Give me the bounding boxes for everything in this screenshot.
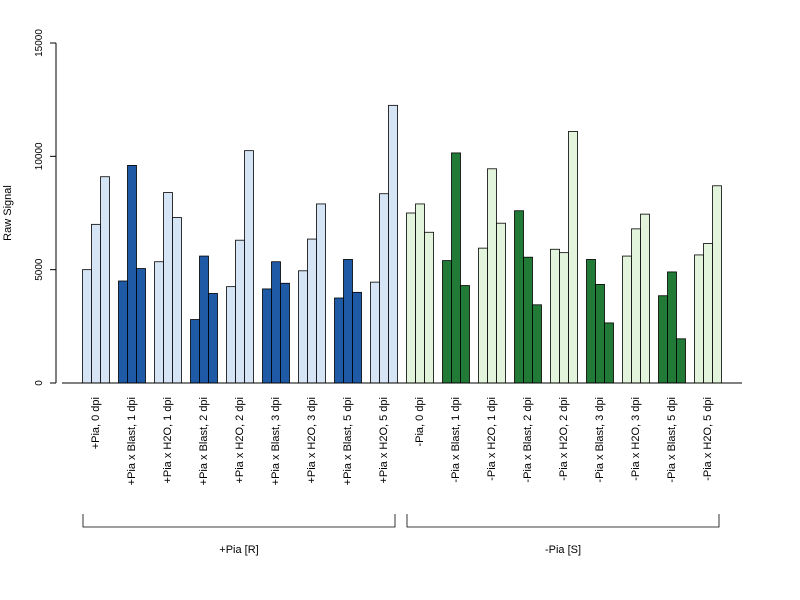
bar [703, 243, 713, 384]
bar [334, 297, 344, 384]
category-label: -Pia, 0 dpi [414, 397, 426, 447]
bar [676, 338, 686, 384]
category-label: -Pia x Blast, 2 dpi [522, 397, 534, 483]
bar [154, 261, 164, 384]
category-label: +Pia x H2O, 3 dpi [306, 397, 318, 484]
category-label: +Pia, 0 dpi [90, 397, 102, 449]
bar [532, 304, 542, 384]
group-bracket [406, 514, 720, 528]
category-label: +Pia x Blast, 5 dpi [342, 397, 354, 485]
bar [370, 281, 380, 384]
category-label: +Pia x H2O, 2 dpi [234, 397, 246, 484]
bar [478, 247, 488, 384]
bar [487, 168, 497, 384]
bar [199, 255, 209, 384]
bar [424, 231, 434, 384]
category-label: -Pia x Blast, 1 dpi [450, 397, 462, 483]
bar [388, 104, 398, 384]
category-label: -Pia x H2O, 5 dpi [702, 397, 714, 481]
bars [82, 104, 722, 384]
category-label: -Pia x Blast, 3 dpi [594, 397, 606, 483]
category-label: -Pia x Blast, 5 dpi [666, 397, 678, 483]
bar [100, 176, 110, 384]
bar [667, 271, 677, 384]
bar [226, 286, 236, 384]
bar [415, 203, 425, 384]
bar [235, 239, 245, 384]
bar [298, 270, 308, 384]
bar [622, 255, 632, 384]
bar [280, 282, 290, 384]
bar [127, 164, 137, 384]
group-bracket [82, 514, 396, 528]
group-label: -Pia [S] [545, 544, 581, 556]
bar [208, 293, 218, 384]
y-tick-label: 15000 [34, 29, 45, 57]
bar [559, 252, 569, 384]
bar [379, 193, 389, 384]
bar [118, 280, 128, 384]
bar [307, 238, 317, 384]
category-label: +Pia x H2O, 1 dpi [162, 397, 174, 484]
bar [442, 260, 452, 384]
bar [631, 228, 641, 384]
category-label: -Pia x H2O, 2 dpi [558, 397, 570, 481]
bar [190, 319, 200, 384]
category-label: -Pia x H2O, 3 dpi [630, 397, 642, 481]
bar [82, 269, 92, 384]
bar [550, 248, 560, 384]
bar [163, 192, 173, 384]
bar [496, 222, 506, 384]
group-brackets: +Pia [R] -Pia [S] [82, 514, 720, 556]
bar [604, 322, 614, 384]
category-label: +Pia x H2O, 5 dpi [378, 397, 390, 484]
y-tick-label: 5000 [34, 258, 45, 281]
bar [352, 291, 362, 384]
bar [586, 259, 596, 384]
bar [343, 259, 353, 384]
category-label: +Pia x Blast, 1 dpi [126, 397, 138, 485]
bar [712, 185, 722, 384]
group-label: +Pia [R] [219, 544, 258, 556]
bar [316, 203, 326, 384]
category-label: +Pia x Blast, 3 dpi [270, 397, 282, 485]
bar [136, 268, 146, 384]
bar [640, 213, 650, 384]
y-tick-label: 10000 [34, 142, 45, 170]
bar [406, 212, 416, 384]
bar [451, 152, 461, 384]
bar [694, 254, 704, 384]
bar [91, 223, 101, 384]
bar [523, 256, 533, 384]
bar [460, 285, 470, 384]
bar [271, 261, 281, 384]
bar [514, 210, 524, 384]
bar [262, 288, 272, 384]
bar [244, 150, 254, 384]
category-label: +Pia x Blast, 2 dpi [198, 397, 210, 485]
bar [568, 130, 578, 384]
y-tick-label: 0 [34, 380, 45, 386]
bar [658, 295, 668, 384]
bar [172, 217, 182, 384]
category-labels: +Pia, 0 dpi +Pia x Blast, 1 dpi +Pia x H2O… [90, 397, 714, 485]
y-axis: 0 5000 10000 15000 [34, 29, 57, 386]
category-label: -Pia x H2O, 1 dpi [486, 397, 498, 481]
y-axis-title: Raw Signal [2, 185, 14, 241]
bar [595, 283, 605, 384]
